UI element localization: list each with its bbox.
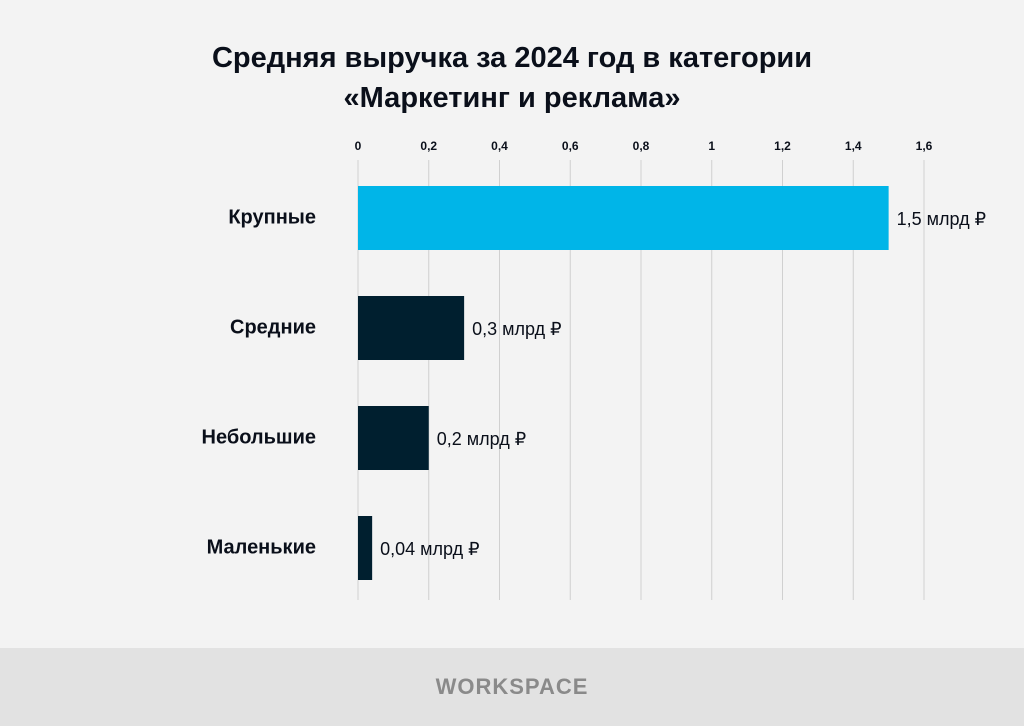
x-tick-label: 0 xyxy=(355,139,362,153)
y-tick-label: Средние xyxy=(230,316,316,338)
x-tick-label: 0,4 xyxy=(491,139,508,153)
brand-logo: WORKSPACE xyxy=(435,674,589,699)
value-label: 0,3 млрд ₽ xyxy=(472,319,561,339)
x-tick-label: 0,6 xyxy=(562,139,579,153)
x-tick-label: 1,4 xyxy=(845,139,862,153)
x-tick-label: 1 xyxy=(708,139,715,153)
value-label: 0,2 млрд ₽ xyxy=(437,429,526,449)
footer: WORKSPACE xyxy=(0,648,1024,726)
value-label: 0,04 млрд ₽ xyxy=(380,539,479,559)
chart-title: Средняя выручка за 2024 год в категории … xyxy=(211,42,813,114)
x-tick-label: 0,8 xyxy=(633,139,650,153)
bar xyxy=(358,296,465,360)
value-label: 1,5 млрд ₽ xyxy=(897,209,986,229)
bar xyxy=(358,186,889,250)
y-tick-label: Маленькие xyxy=(207,536,316,558)
bar xyxy=(358,406,429,470)
bar xyxy=(358,516,373,580)
x-tick-label: 0,2 xyxy=(420,139,437,153)
x-tick-label: 1,2 xyxy=(774,139,791,153)
x-tick-label: 1,6 xyxy=(916,139,933,153)
chart: 0 0,2 0,4 0,6 0,8 1 1,2 1,4 1,6 Крупные 1,5 млрд ₽… xyxy=(202,139,986,600)
y-tick-label: Небольшие xyxy=(202,426,316,448)
y-tick-label: Крупные xyxy=(228,206,316,228)
